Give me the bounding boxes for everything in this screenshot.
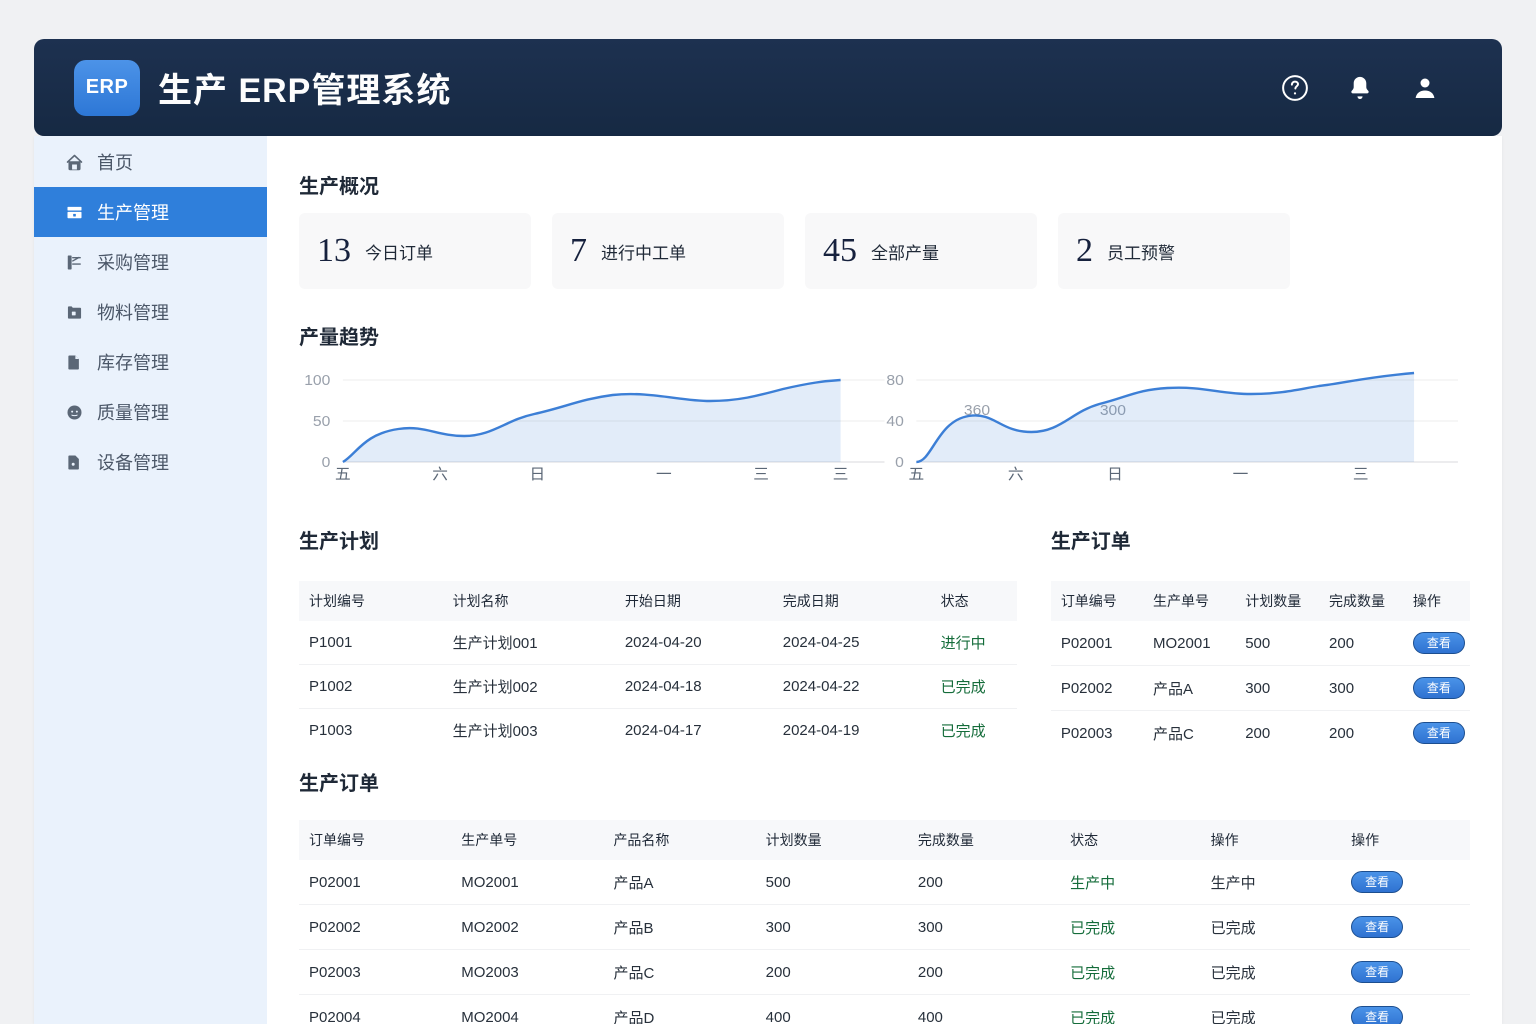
svg-text:五: 五 bbox=[908, 466, 924, 483]
svg-text:五: 五 bbox=[335, 466, 351, 483]
svg-text:一: 一 bbox=[656, 466, 672, 483]
svg-text:0: 0 bbox=[322, 454, 331, 471]
svg-text:日: 日 bbox=[530, 466, 546, 483]
svg-text:一: 一 bbox=[1232, 466, 1248, 483]
svg-text:40: 40 bbox=[886, 413, 903, 430]
svg-text:三: 三 bbox=[753, 466, 769, 483]
svg-text:0: 0 bbox=[895, 454, 904, 471]
svg-text:日: 日 bbox=[1107, 466, 1123, 483]
svg-text:六: 六 bbox=[432, 466, 448, 483]
svg-text:三: 三 bbox=[833, 466, 849, 483]
svg-text:50: 50 bbox=[313, 413, 330, 430]
svg-text:100: 100 bbox=[304, 372, 330, 389]
svg-text:六: 六 bbox=[1007, 466, 1023, 483]
svg-text:三: 三 bbox=[1352, 466, 1368, 483]
svg-text:80: 80 bbox=[886, 372, 903, 389]
